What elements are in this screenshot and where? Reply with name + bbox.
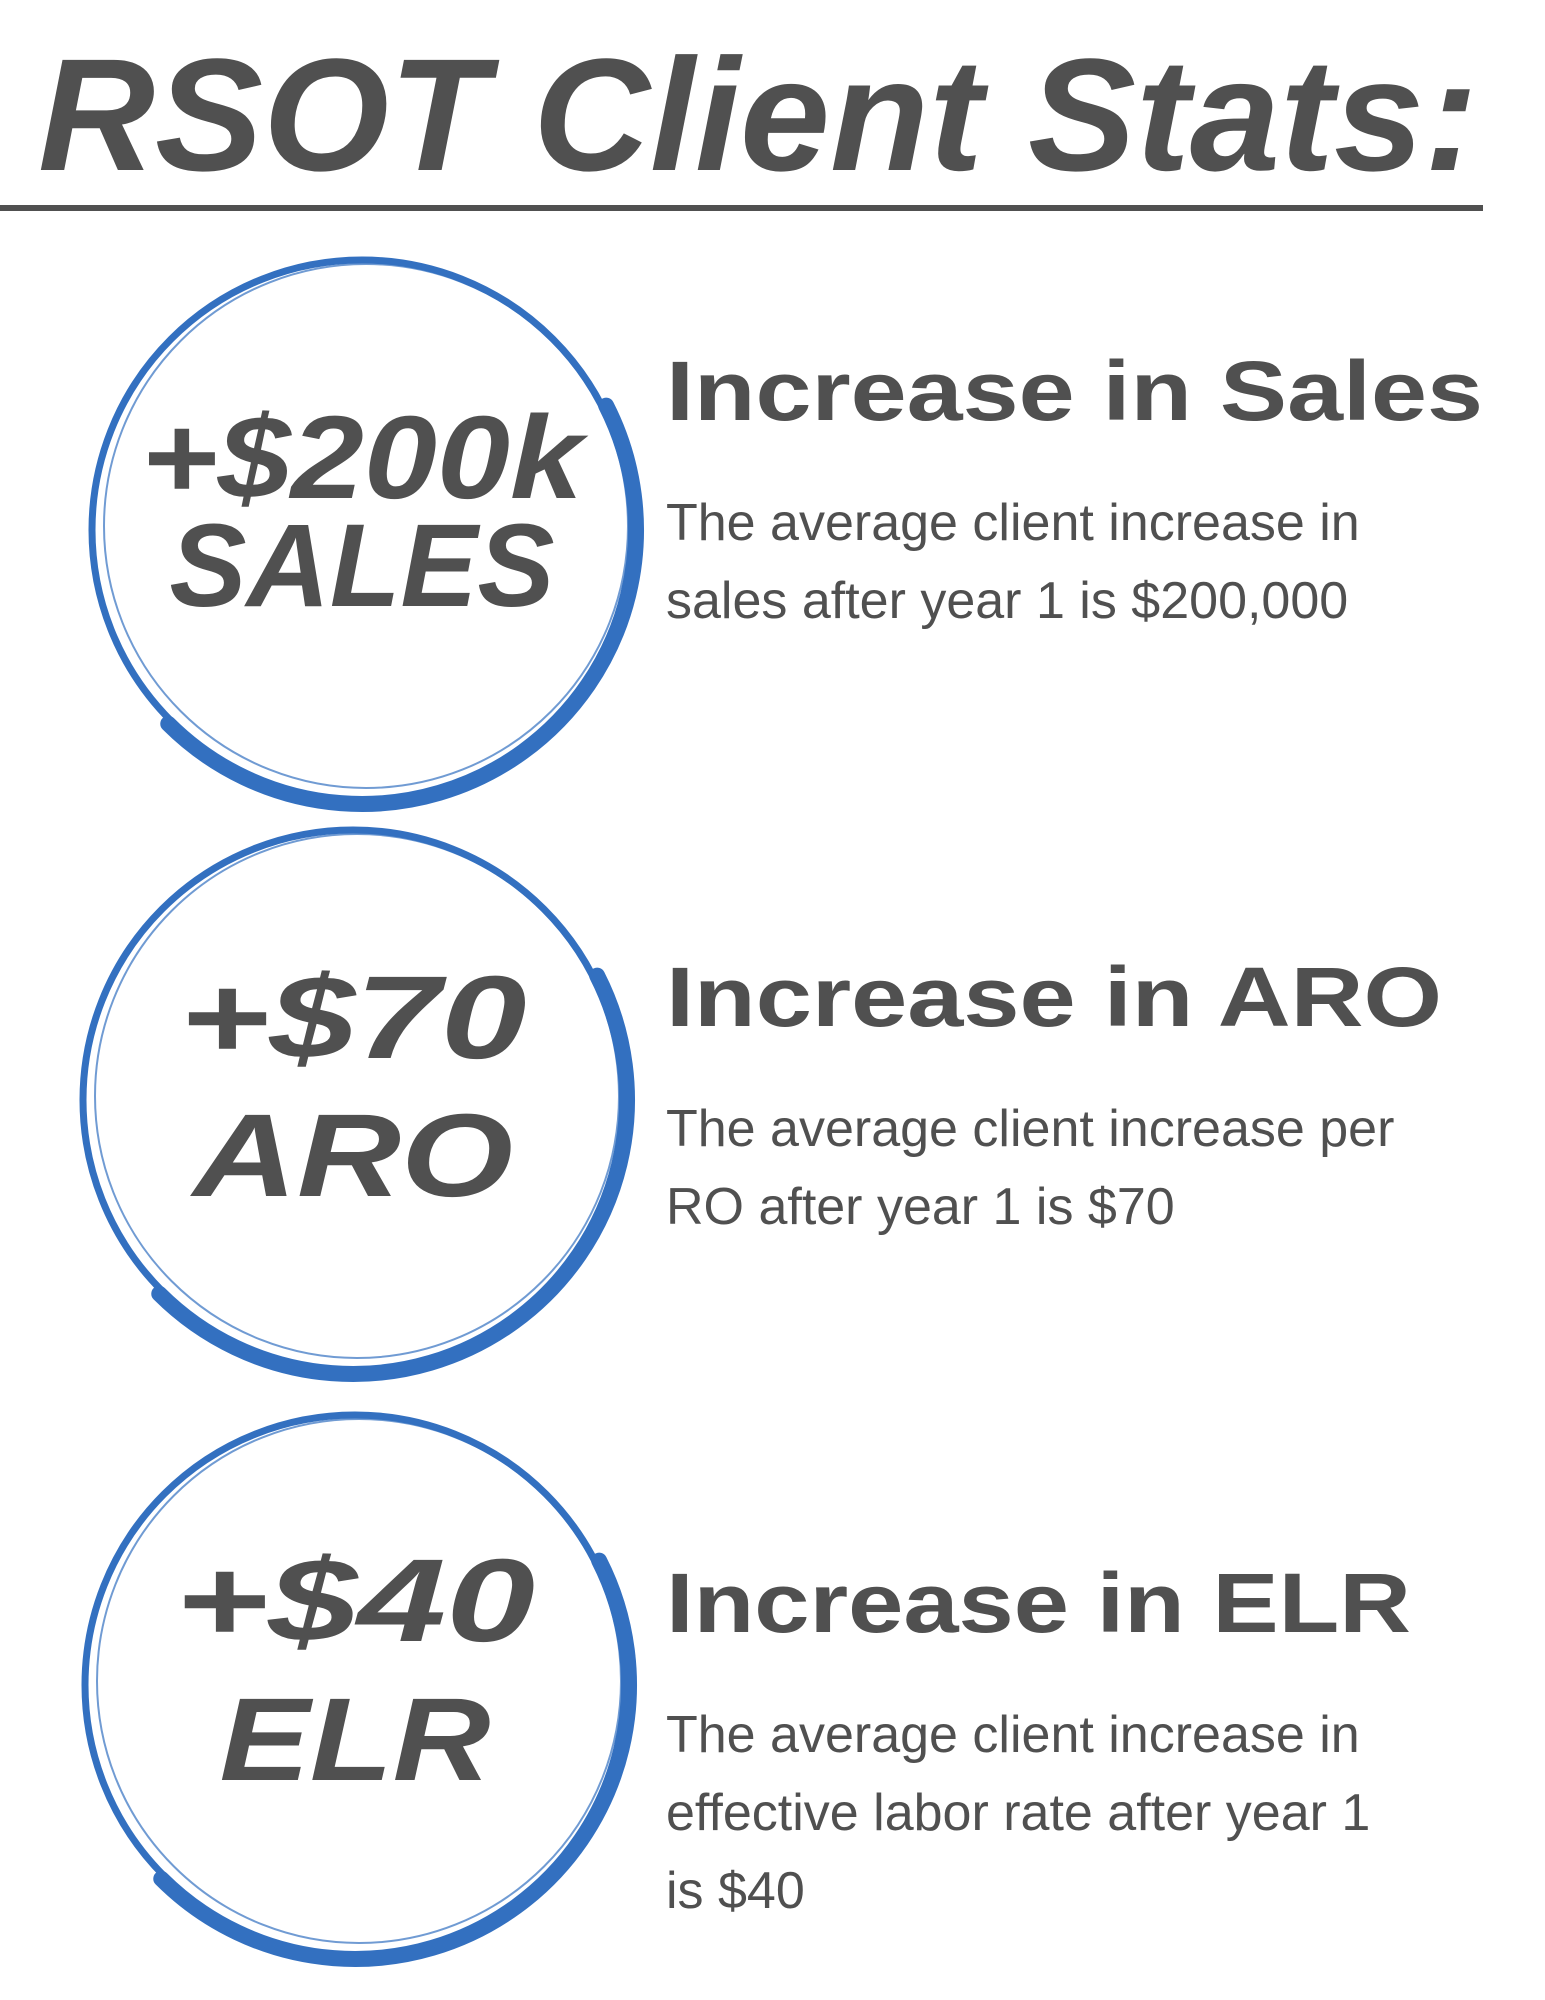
brush-stroke (160, 397, 644, 812)
stat-value: +$70 (180, 952, 527, 1084)
brush-stroke (151, 967, 635, 1382)
stat-description: sales after year 1 is $200,000 (666, 572, 1348, 630)
stat-description: The average client increase in (666, 494, 1360, 552)
stat-heading: Increase in ELR (666, 1556, 1411, 1650)
page-title: RSOT Client Stats: (38, 25, 1478, 204)
stat-label: ARO (189, 1090, 513, 1222)
stat-heading: Increase in Sales (666, 344, 1483, 438)
stat-label: ELR (220, 1674, 491, 1806)
stat-description: The average client increase in (666, 1706, 1360, 1764)
stat-label: SALES (170, 500, 555, 632)
stat-value: +$40 (175, 1535, 535, 1667)
stat-description: is $40 (666, 1862, 805, 1920)
stat-value: +$200k (141, 392, 589, 524)
stat-description: RO after year 1 is $70 (666, 1178, 1175, 1236)
brush-stroke (153, 1552, 637, 1967)
stat-description: The average client increase per (666, 1100, 1394, 1158)
stat-description: effective labor rate after year 1 (666, 1784, 1370, 1842)
stat-heading: Increase in ARO (666, 950, 1442, 1044)
